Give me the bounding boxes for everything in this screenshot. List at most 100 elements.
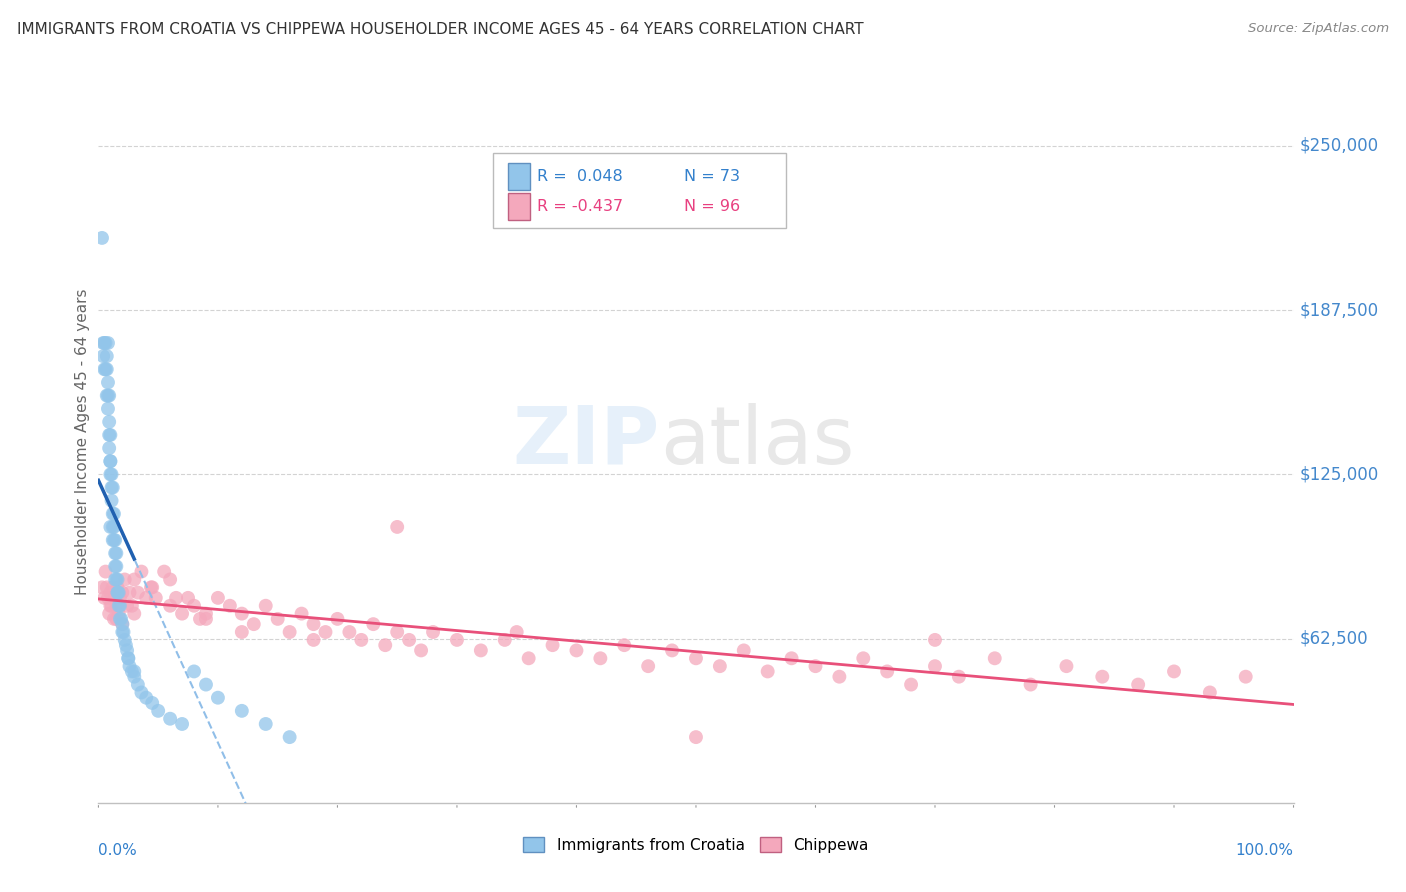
Point <box>111 617 134 632</box>
Text: $250,000: $250,000 <box>1299 137 1379 155</box>
Text: Source: ZipAtlas.com: Source: ZipAtlas.com <box>1249 22 1389 36</box>
Point <box>131 565 153 579</box>
Point <box>127 585 149 599</box>
Point <box>139 580 162 594</box>
Point <box>131 685 153 699</box>
Point <box>231 704 253 718</box>
Point <box>104 546 127 560</box>
Point <box>733 643 755 657</box>
Text: $125,000: $125,000 <box>1299 466 1379 483</box>
Point <box>97 336 120 351</box>
Point <box>876 665 898 679</box>
Point <box>183 665 205 679</box>
Point <box>363 617 385 632</box>
Text: $187,500: $187,500 <box>1299 301 1379 319</box>
Point <box>541 638 564 652</box>
Point <box>100 599 122 613</box>
Point <box>219 599 242 613</box>
Point <box>231 625 253 640</box>
Point <box>101 481 124 495</box>
Point <box>117 651 139 665</box>
Text: N = 73: N = 73 <box>685 169 740 184</box>
Point <box>177 591 200 605</box>
Point <box>159 599 181 613</box>
Point <box>118 585 141 599</box>
Point <box>141 696 163 710</box>
Point <box>207 690 229 705</box>
Point <box>100 493 122 508</box>
Point <box>153 565 176 579</box>
Point <box>446 632 468 647</box>
Point <box>172 607 194 621</box>
Point <box>924 632 946 647</box>
Point <box>94 565 117 579</box>
FancyBboxPatch shape <box>494 153 786 228</box>
Point <box>104 533 127 547</box>
Point <box>291 607 314 621</box>
Point <box>1234 670 1257 684</box>
Point <box>114 632 136 647</box>
Text: 100.0%: 100.0% <box>1236 843 1294 857</box>
Point <box>105 573 128 587</box>
Point <box>948 670 970 684</box>
Point <box>127 677 149 691</box>
Point <box>107 585 129 599</box>
Point <box>121 665 143 679</box>
Point <box>101 520 124 534</box>
Point <box>91 580 114 594</box>
Text: R = -0.437: R = -0.437 <box>537 199 623 214</box>
Point <box>422 625 444 640</box>
Point <box>350 632 373 647</box>
Point <box>302 617 325 632</box>
Point <box>804 659 827 673</box>
Point <box>385 520 409 534</box>
Point <box>91 231 114 245</box>
Point <box>91 336 114 351</box>
Point <box>107 599 129 613</box>
Point <box>141 580 163 594</box>
Y-axis label: Householder Income Ages 45 - 64 years: Householder Income Ages 45 - 64 years <box>75 288 90 595</box>
Point <box>124 607 146 621</box>
Point <box>114 573 136 587</box>
FancyBboxPatch shape <box>509 162 530 190</box>
Point <box>96 349 118 363</box>
Point <box>104 573 127 587</box>
Point <box>93 336 115 351</box>
Point <box>98 454 122 468</box>
Point <box>98 599 122 613</box>
Point <box>159 712 181 726</box>
Point <box>339 625 361 640</box>
Point <box>661 643 683 657</box>
Point <box>374 638 396 652</box>
Point <box>1091 670 1114 684</box>
Point <box>924 659 946 673</box>
Point <box>94 362 117 376</box>
Point <box>709 659 731 673</box>
Point <box>98 441 121 455</box>
Point <box>315 625 337 640</box>
FancyBboxPatch shape <box>509 193 530 220</box>
Point <box>159 573 181 587</box>
Point <box>165 591 187 605</box>
Point <box>852 651 875 665</box>
Point <box>107 607 129 621</box>
Point <box>108 591 131 605</box>
Point <box>124 573 146 587</box>
Point <box>105 599 128 613</box>
Text: N = 96: N = 96 <box>685 199 740 214</box>
Point <box>172 717 194 731</box>
Point <box>96 362 118 376</box>
Point <box>254 717 277 731</box>
Point <box>326 612 349 626</box>
Point <box>107 585 129 599</box>
Point <box>780 651 803 665</box>
Point <box>278 730 301 744</box>
Point <box>195 607 218 621</box>
Point <box>105 559 128 574</box>
Point <box>1056 659 1078 673</box>
Text: $62,500: $62,500 <box>1299 630 1368 648</box>
Point <box>97 376 120 390</box>
Point <box>93 591 115 605</box>
Point <box>100 481 122 495</box>
Point <box>97 401 120 416</box>
